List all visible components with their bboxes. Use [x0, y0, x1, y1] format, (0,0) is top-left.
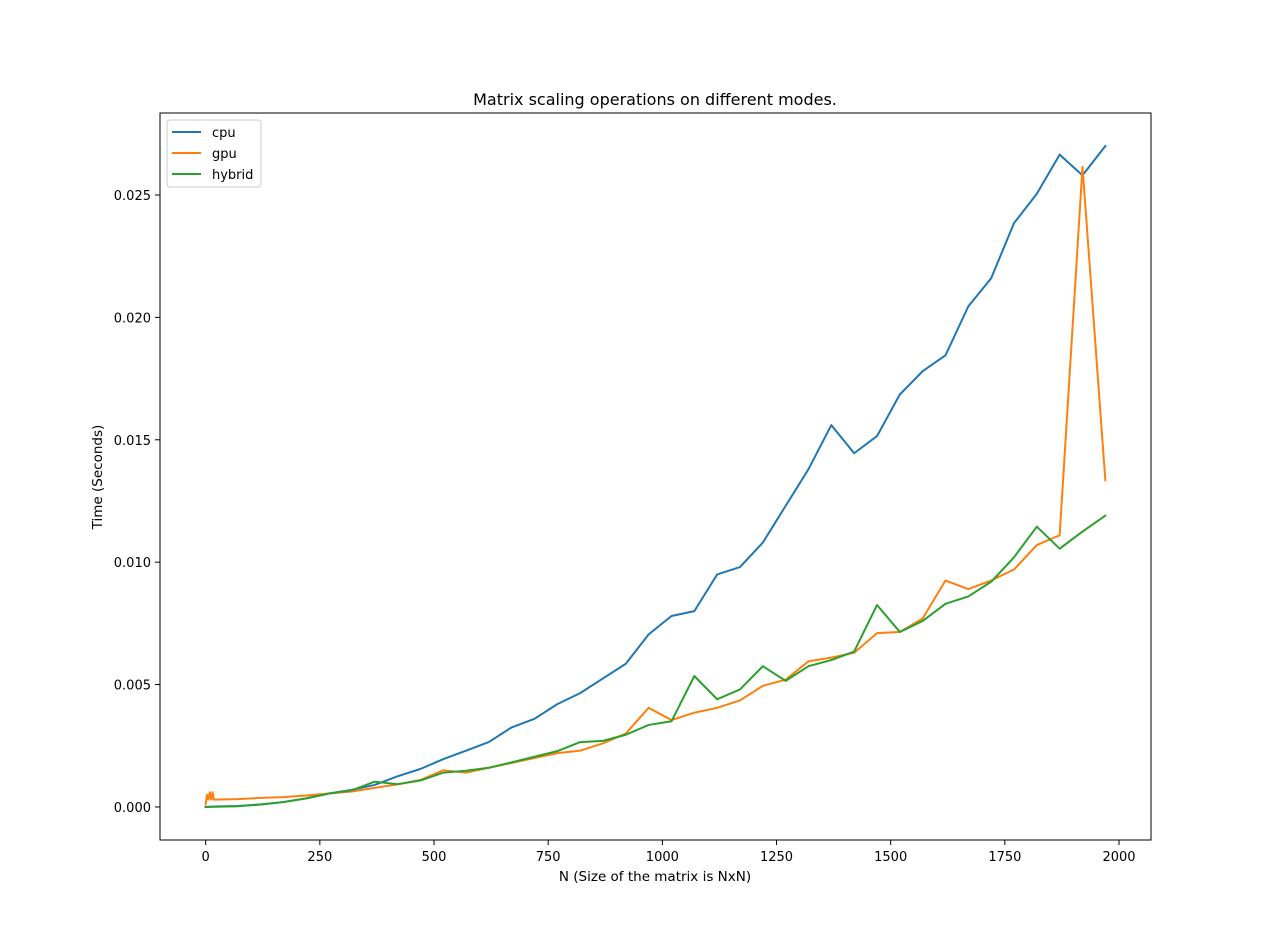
y-tick-label: 0.020 [114, 311, 151, 326]
x-axis: 0 250 500 750 1000 1250 1500 1750 2000 [202, 840, 1136, 865]
series-line-gpu [204, 165, 1107, 806]
x-tick-label: 750 [536, 850, 561, 865]
legend-label-gpu: gpu [212, 147, 237, 162]
x-tick-label: 2000 [1102, 850, 1135, 865]
legend-label-hybrid: hybrid [212, 168, 253, 183]
y-tick-label: 0.005 [114, 679, 151, 694]
x-tick-label: 0 [202, 850, 210, 865]
y-tick-label: 0.010 [114, 556, 151, 571]
legend: cpu gpu hybrid [166, 119, 262, 188]
x-axis-label: N (Size of the matrix is NxN) [559, 869, 751, 885]
x-tick-label: 500 [422, 850, 447, 865]
y-tick-label: 0.015 [114, 434, 151, 449]
series-line-hybrid [204, 514, 1107, 808]
chart-title: Matrix scaling operations on different m… [473, 90, 837, 109]
legend-box [166, 119, 262, 188]
plot-frame [159, 112, 1152, 841]
y-tick-label: 0.025 [114, 189, 151, 204]
x-tick-label: 1000 [646, 850, 679, 865]
x-tick-label: 250 [307, 850, 332, 865]
x-tick-label: 1250 [760, 850, 793, 865]
y-axis-label: Time (Seconds) [90, 425, 106, 531]
x-tick-label: 1500 [874, 850, 907, 865]
x-tick-label: 1750 [988, 850, 1021, 865]
plot-area: 0 250 500 750 1000 1250 1500 1750 2000 0.0000.00… [114, 112, 1152, 865]
legend-label-cpu: cpu [212, 126, 236, 141]
y-tick-label: 0.000 [114, 801, 151, 816]
legend-items: cpu gpu hybrid [172, 126, 253, 183]
y-axis: 0.000 0.005 0.010 0.015 0.020 0.025 [114, 189, 160, 816]
series-layer [204, 144, 1107, 809]
